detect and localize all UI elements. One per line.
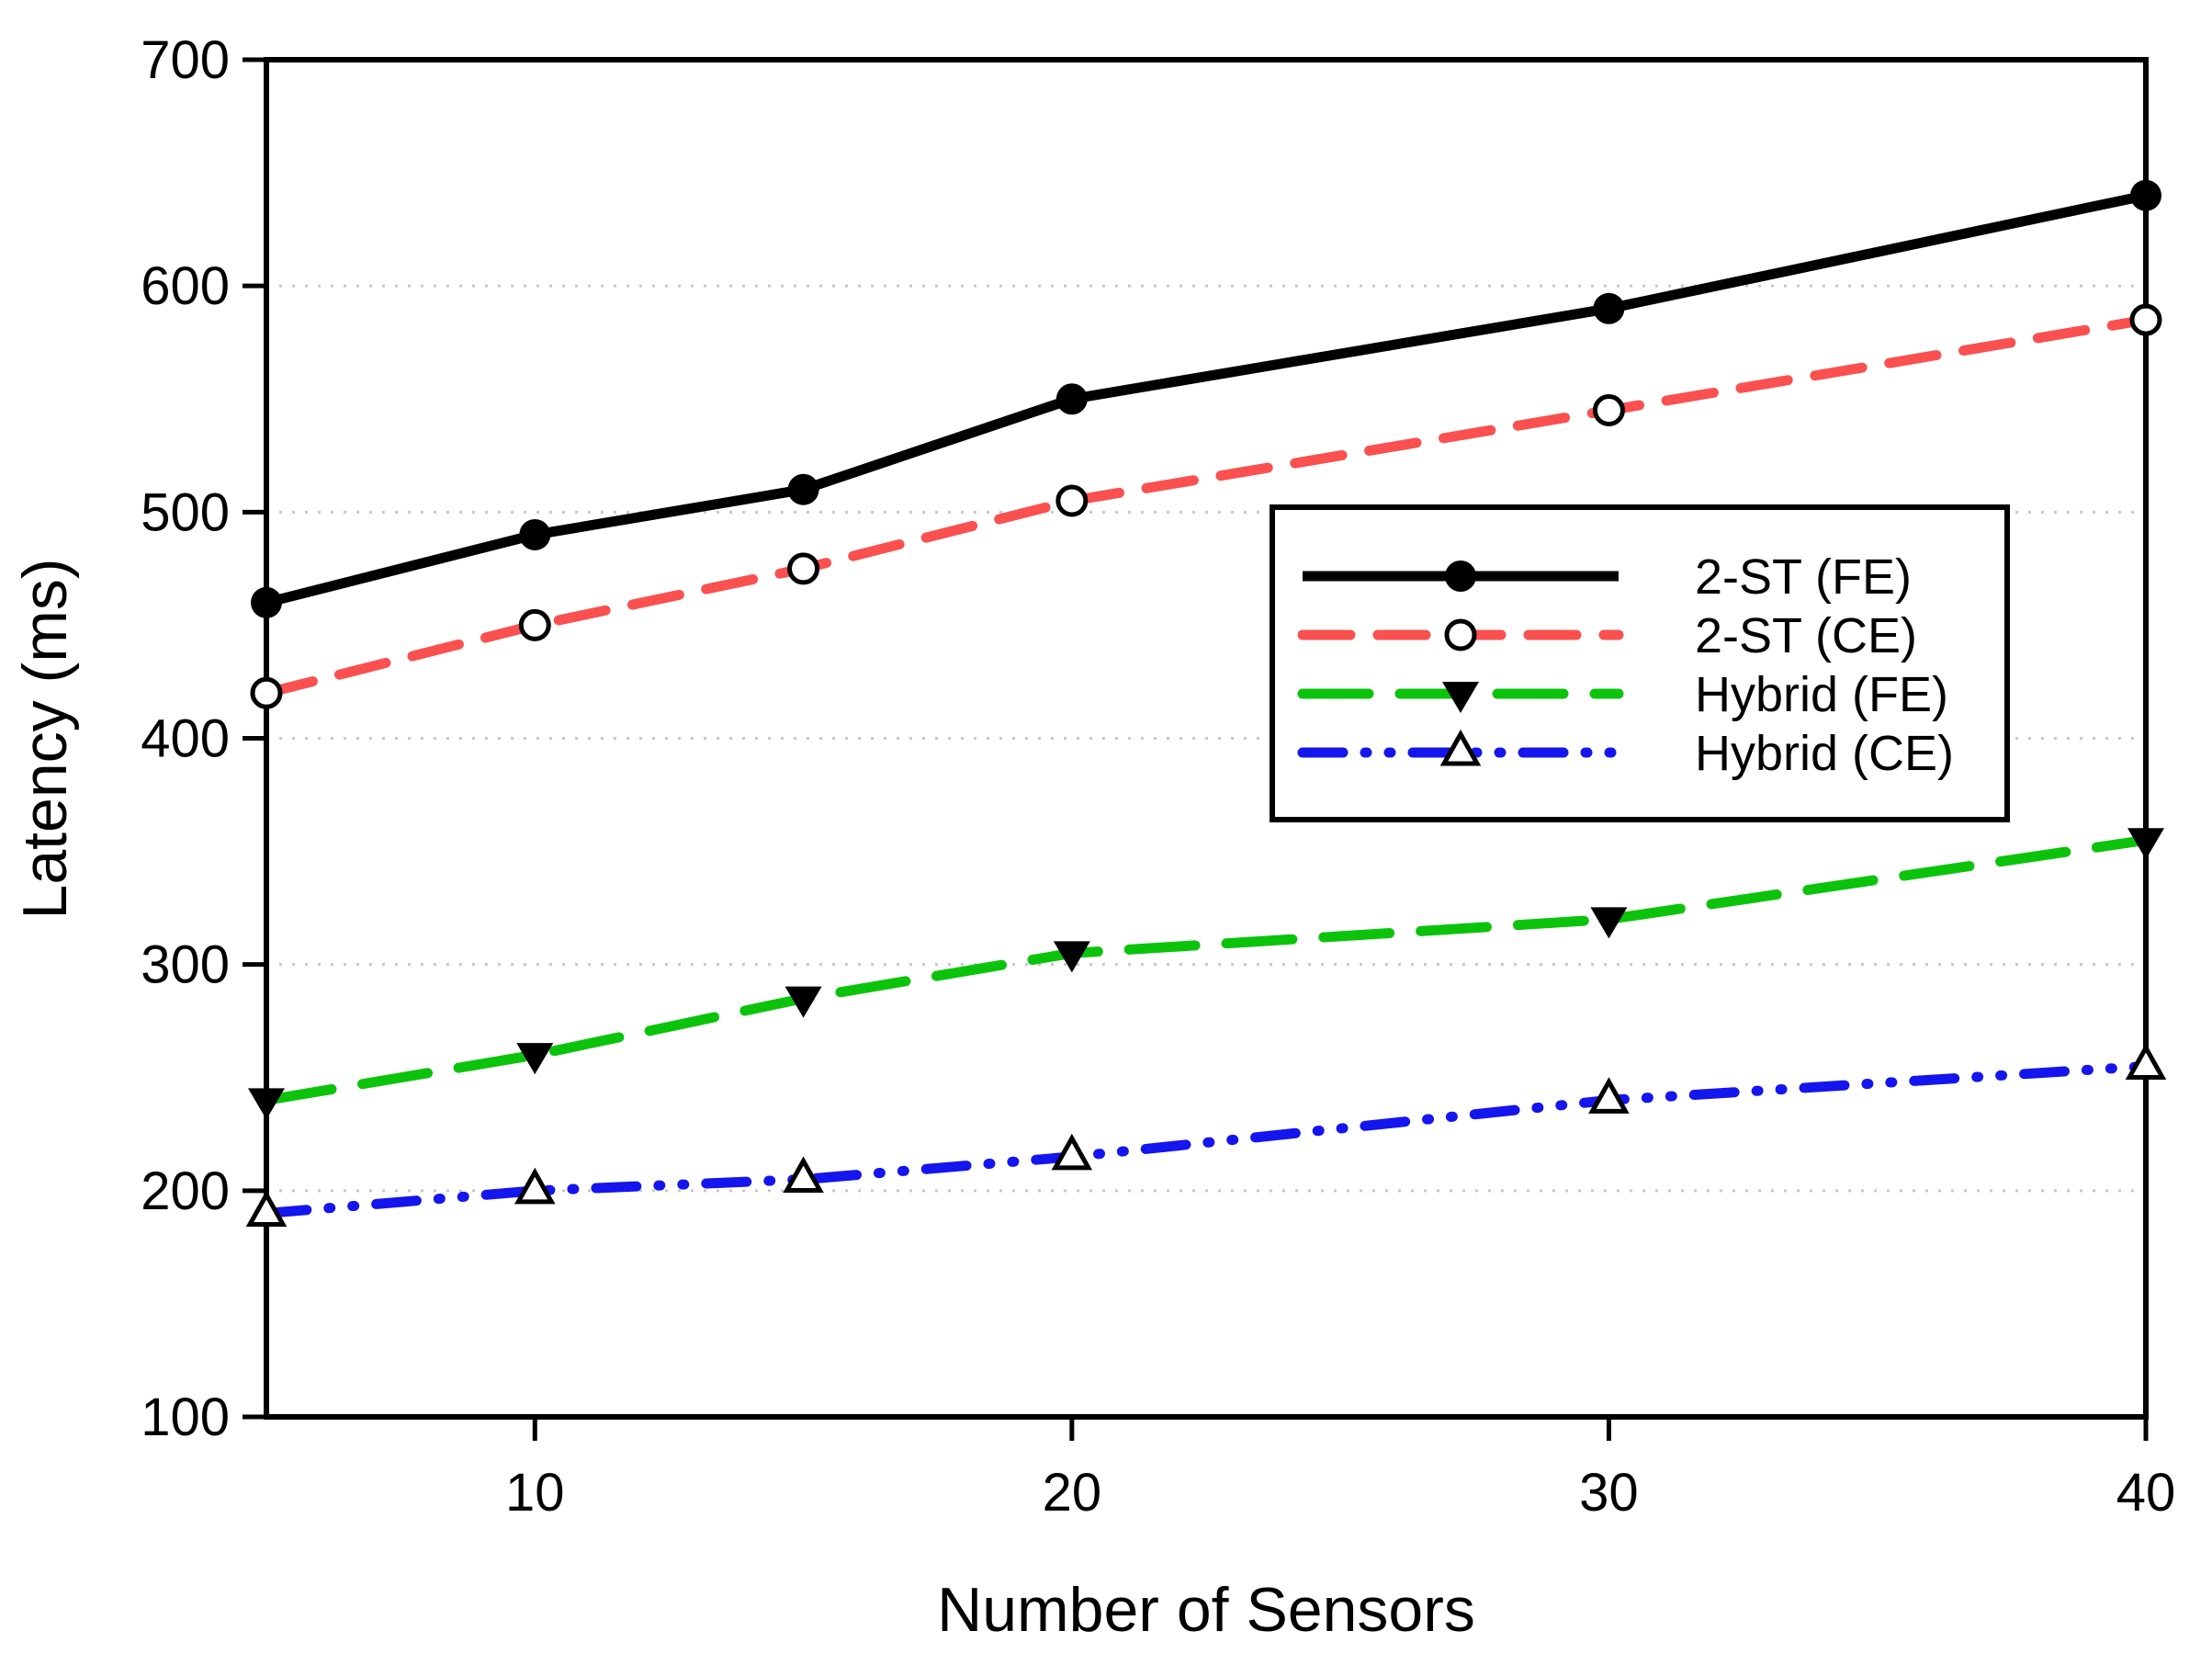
- marker-2-st-ce-x40: [2129, 303, 2162, 336]
- marker-2-st-ce-x15: [787, 552, 820, 585]
- legend-item-2-st-fe: 2-ST (FE): [1303, 549, 1912, 605]
- y-tick-label-500: 500: [141, 482, 230, 542]
- legend-label-2-st-ce: 2-ST (CE): [1695, 608, 1917, 663]
- series-line-hybrid-ce: [261, 1060, 2151, 1218]
- marker-hybrid-fe-x30: [1590, 907, 1628, 939]
- y-tick-label-400: 400: [141, 709, 230, 769]
- series-line-2-st-fe: [265, 190, 2148, 608]
- legend-label-2-st-fe: 2-ST (FE): [1695, 549, 1912, 605]
- series-line-hybrid-fe: [261, 834, 2151, 1105]
- legend-label-hybrid-ce: Hybrid (CE): [1695, 726, 1954, 781]
- series-hybrid-fe: [248, 828, 2164, 1120]
- x-tick-label-30: 30: [1579, 1463, 1639, 1523]
- y-tick-label-700: 700: [141, 30, 230, 90]
- marker-2-st-fe-x40: [2130, 179, 2161, 211]
- legend-marker-2-st-fe: [1445, 561, 1476, 592]
- plot-frame: [264, 57, 2149, 1420]
- legend-box: [1270, 504, 2010, 822]
- marker-2-st-fe-x5: [251, 586, 282, 618]
- x-tick-label-20: 20: [1043, 1463, 1102, 1523]
- series-2-st-ce: [250, 303, 2162, 709]
- y-tick-label-600: 600: [141, 256, 230, 316]
- series-2-st-fe: [251, 179, 2161, 618]
- marker-2-st-fe-x30: [1593, 292, 1625, 324]
- x-tick-label-10: 10: [505, 1463, 565, 1523]
- legend-item-2-st-ce: 2-ST (CE): [1297, 608, 1917, 663]
- marker-hybrid-fe-x15: [784, 986, 822, 1018]
- marker-hybrid-ce-x10: [514, 1167, 556, 1205]
- series-line-2-st-ce: [261, 314, 2151, 698]
- marker-hybrid-ce-x40: [2125, 1043, 2167, 1080]
- marker-2-st-ce-x5: [250, 676, 283, 709]
- legend-label-hybrid-fe: Hybrid (FE): [1695, 667, 1948, 722]
- plot-area: 100 200 300 400 500 600 700 10 20 30 40 2-ST (FE)2-…: [141, 30, 2175, 1523]
- legend-marker-hybrid-ce: [1439, 729, 1482, 766]
- y-tick-label-300: 300: [141, 935, 230, 995]
- marker-2-st-fe-x15: [787, 473, 819, 505]
- marker-2-st-fe-x20: [1055, 383, 1088, 415]
- x-tick-label-40: 40: [2116, 1463, 2176, 1523]
- legend: 2-ST (FE)2-ST (CE)Hybrid (FE)Hybrid (CE): [1270, 504, 2010, 822]
- legend-marker-hybrid-fe: [1442, 682, 1479, 713]
- marker-2-st-ce-x10: [518, 608, 551, 641]
- y-tick-label-100: 100: [141, 1387, 230, 1447]
- y-tick-label-200: 200: [141, 1161, 230, 1221]
- marker-2-st-ce-x20: [1055, 484, 1089, 517]
- legend-item-hybrid-fe: Hybrid (FE): [1297, 667, 1948, 722]
- series-hybrid-ce: [245, 1043, 2167, 1227]
- marker-2-st-ce-x30: [1592, 394, 1625, 427]
- marker-hybrid-ce-x5: [245, 1190, 288, 1227]
- legend-marker-2-st-ce: [1444, 618, 1477, 651]
- marker-hybrid-ce-x30: [1588, 1077, 1630, 1114]
- marker-hybrid-fe-x20: [1053, 941, 1090, 973]
- legend-item-hybrid-ce: Hybrid (CE): [1297, 726, 1954, 781]
- marker-hybrid-fe-x5: [248, 1088, 285, 1120]
- x-axis-title: Number of Sensors: [937, 1575, 1475, 1645]
- marker-hybrid-fe-x10: [516, 1043, 554, 1075]
- marker-2-st-fe-x10: [519, 518, 551, 550]
- marker-hybrid-ce-x20: [1051, 1133, 1093, 1171]
- y-axis-title: Latency (ms): [10, 559, 80, 920]
- marker-hybrid-ce-x15: [783, 1156, 824, 1194]
- marker-hybrid-fe-x40: [2127, 828, 2164, 860]
